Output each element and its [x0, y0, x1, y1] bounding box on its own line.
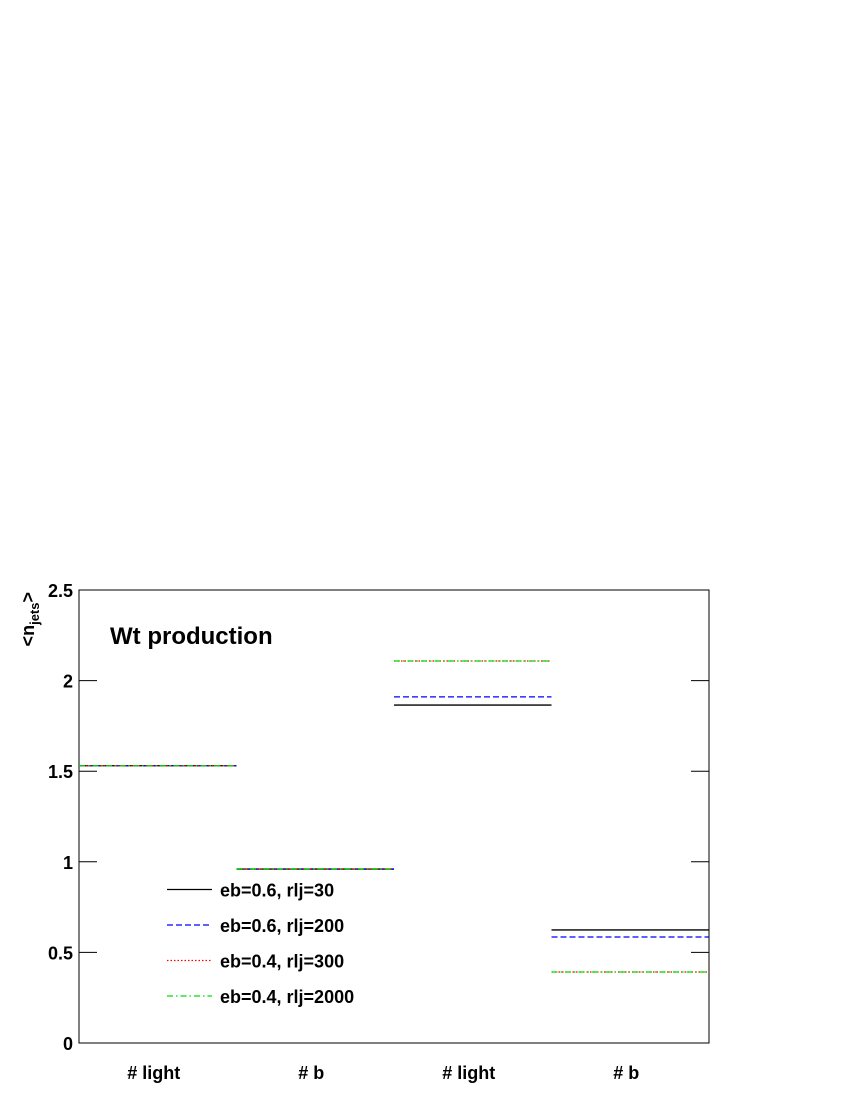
annotation: Wt production: [110, 623, 273, 650]
y-tick-label: 2: [63, 672, 73, 692]
y-tick-label: 0: [63, 1034, 73, 1054]
y-title-sub: jets: [27, 603, 42, 626]
x-tick-label: # light: [127, 1063, 180, 1083]
legend-label: eb=0.6, rlj=30: [220, 881, 334, 901]
y-title-main: <n: [18, 625, 38, 647]
y-tick-label: 0.5: [48, 943, 73, 963]
y-tick-label: 1.5: [48, 762, 73, 782]
legend-label: eb=0.6, rlj=200: [220, 916, 344, 936]
legend-label: eb=0.4, rlj=300: [220, 952, 344, 972]
x-tick-label: # light: [442, 1063, 495, 1083]
y-tick-label: 2.5: [48, 581, 73, 601]
plot-frame: [78, 589, 710, 1044]
x-tick-label: # b: [613, 1063, 639, 1083]
legend-label: eb=0.4, rlj=2000: [220, 987, 354, 1007]
y-axis-title: <njets>: [18, 592, 42, 646]
y-title-end: >: [18, 592, 38, 603]
x-tick-label: # b: [298, 1063, 324, 1083]
y-tick-label: 1: [63, 853, 73, 873]
